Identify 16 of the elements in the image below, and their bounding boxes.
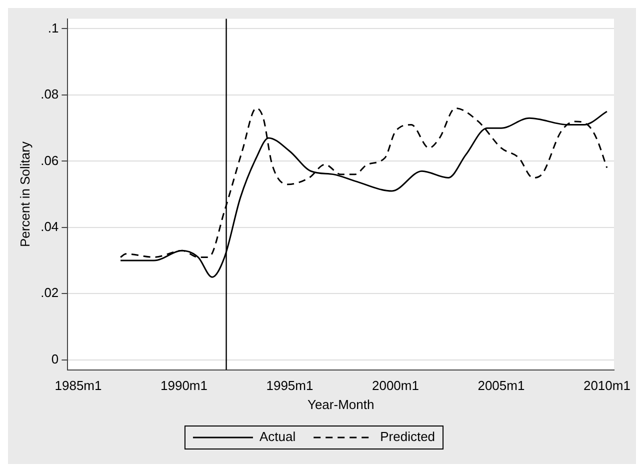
- x-tick-label: 1995m1: [266, 378, 314, 394]
- y-axis-title: Percent in Solitary: [17, 141, 32, 248]
- y-tick-label: .04: [40, 218, 59, 234]
- x-tick-label: 2005m1: [478, 378, 525, 394]
- x-tick-label: 2000m1: [372, 378, 419, 394]
- x-tick-label: 1990m1: [160, 378, 208, 394]
- x-axis-title: Year-Month: [307, 396, 374, 412]
- y-tick-label: .1: [48, 20, 59, 36]
- y-tick-label: .02: [40, 285, 59, 300]
- x-tick-label: 1985m1: [54, 378, 102, 394]
- y-tick-label: .06: [40, 152, 59, 168]
- legend-label: Actual: [259, 429, 296, 444]
- x-tick-label: 2010m1: [583, 378, 630, 394]
- y-tick-label: .08: [40, 86, 59, 102]
- y-tick-label: 0: [51, 351, 59, 366]
- legend-label: Predicted: [380, 429, 436, 444]
